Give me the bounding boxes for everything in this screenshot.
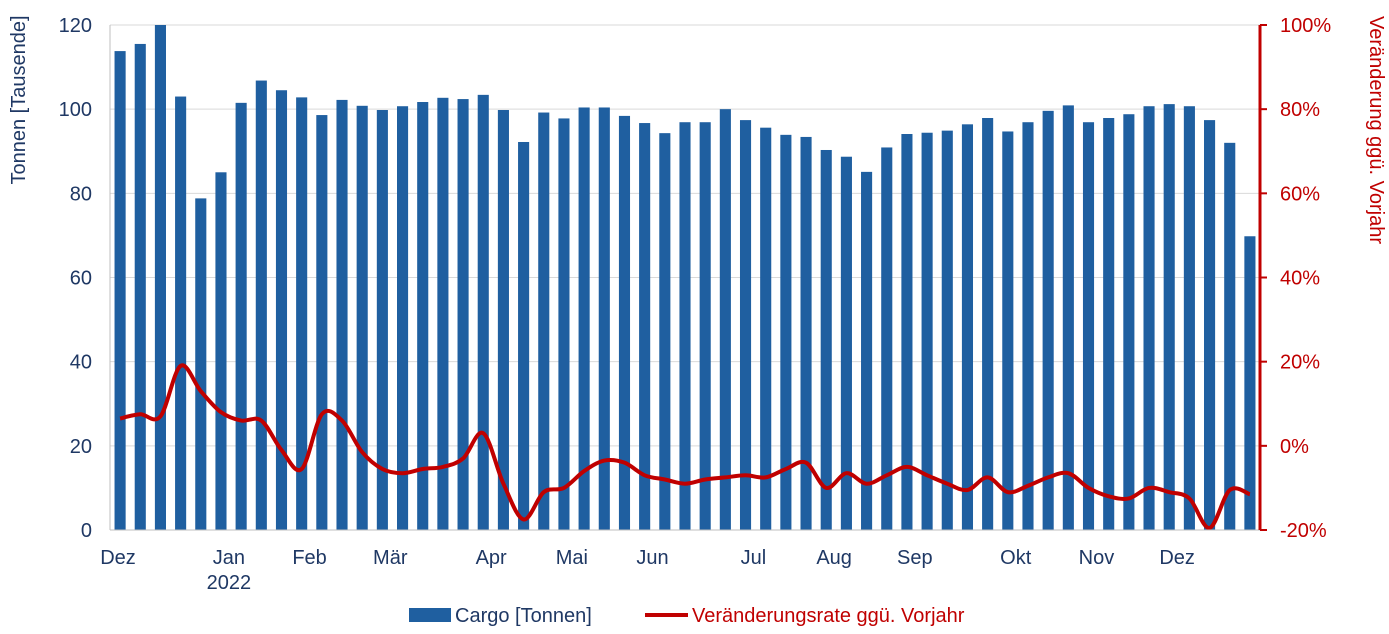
- x-tick-label: Jul: [741, 547, 767, 569]
- right-axis-ticks: -20% 0% 20% 40% 60% 80% 100%: [1260, 15, 1331, 542]
- cargo-bar: [235, 102, 247, 530]
- right-tick-label: 20%: [1280, 352, 1320, 374]
- legend-bar-swatch: [409, 608, 451, 622]
- legend-bar-label: Cargo [Tonnen]: [455, 605, 592, 627]
- cargo-bar: [800, 136, 812, 530]
- cargo-bar: [780, 134, 792, 530]
- left-tick-label: 80: [70, 183, 92, 205]
- cargo-bar: [598, 107, 610, 530]
- cargo-bar: [316, 115, 328, 530]
- cargo-bar: [1082, 122, 1095, 531]
- legend-line-label: Veränderungsrate ggü. Vorjahr: [692, 605, 965, 627]
- right-tick-label: 80%: [1280, 99, 1320, 121]
- right-tick-label: -20%: [1280, 520, 1327, 542]
- cargo-bar: [699, 122, 711, 531]
- cargo-bar: [175, 96, 187, 530]
- x-tick-label: Jun: [636, 547, 668, 569]
- left-tick-label: 20: [70, 436, 92, 458]
- cargo-bar: [114, 51, 126, 531]
- cargo-bar: [154, 25, 166, 530]
- cargo-bar: [195, 198, 207, 530]
- right-axis-title: Veränderung ggü. Vorjahr: [1365, 16, 1387, 244]
- x-tick-label: Okt: [1000, 547, 1032, 569]
- x-tick-label: Dez: [1159, 547, 1195, 569]
- cargo-bar: [1103, 118, 1115, 530]
- cargo-bar: [558, 118, 570, 531]
- cargo-bar: [1002, 131, 1014, 530]
- x-tick-label: 2022: [207, 572, 252, 594]
- cargo-bar: [901, 134, 913, 530]
- cargo-bar: [255, 80, 267, 531]
- cargo-bar: [639, 123, 651, 531]
- cargo-bar: [861, 171, 873, 530]
- cargo-bar: [1062, 105, 1074, 530]
- change-rate-line: [119, 363, 1251, 530]
- left-tick-label: 0: [81, 520, 92, 542]
- x-tick-label: Aug: [816, 547, 852, 569]
- right-tick-label: 40%: [1280, 268, 1320, 290]
- cargo-bar: [518, 141, 530, 531]
- cargo-bar: [134, 43, 146, 530]
- cargo-bar: [477, 94, 489, 531]
- cargo-bar: [1204, 120, 1216, 531]
- cargo-bar: [1042, 110, 1054, 530]
- cargo-bar: [921, 132, 933, 531]
- cargo-bar: [941, 130, 953, 530]
- cargo-bar: [739, 120, 752, 531]
- cargo-bar: [538, 112, 550, 530]
- cargo-bar: [296, 97, 308, 530]
- cargo-bar: [679, 122, 691, 531]
- cargo-bar: [1022, 122, 1034, 531]
- cargo-bar: [1123, 114, 1135, 530]
- cargo-bar: [881, 147, 893, 530]
- cargo-bar: [437, 97, 449, 531]
- left-axis-ticks: 0 20 40 60 80 100 120: [59, 15, 92, 542]
- cargo-bar: [719, 109, 731, 531]
- right-tick-label: 0%: [1280, 436, 1309, 458]
- x-tick-label: Feb: [292, 547, 326, 569]
- cargo-bar: [618, 115, 631, 531]
- left-tick-label: 40: [70, 352, 92, 374]
- cargo-bar: [457, 99, 469, 530]
- left-tick-label: 120: [59, 15, 92, 37]
- x-tick-label: Sep: [897, 547, 933, 569]
- change-rate-line-layer: [119, 363, 1251, 530]
- cargo-bar: [840, 156, 852, 530]
- right-tick-label: 100%: [1280, 15, 1331, 37]
- cargo-bar: [376, 110, 388, 530]
- cargo-bar: [760, 127, 772, 531]
- cargo-bar: [820, 149, 832, 531]
- x-tick-label: Dez: [100, 547, 136, 569]
- cargo-bar: [659, 133, 671, 530]
- left-tick-label: 60: [70, 268, 92, 290]
- x-tick-label: Jan: [213, 547, 245, 569]
- cargo-bar: [578, 107, 590, 530]
- cargo-bar: [1183, 106, 1195, 530]
- cargo-bar: [961, 124, 974, 530]
- cargo-bar: [1163, 104, 1175, 531]
- cargo-bar: [982, 118, 994, 530]
- cargo-bar: [1224, 142, 1236, 530]
- cargo-bar: [497, 110, 509, 530]
- left-tick-label: 100: [59, 99, 92, 121]
- x-tick-label: Nov: [1079, 547, 1115, 569]
- cargo-bar: [275, 90, 288, 530]
- cargo-bar: [336, 99, 348, 530]
- x-tick-label: Mär: [373, 547, 408, 569]
- x-tick-label: Apr: [476, 547, 507, 569]
- x-axis-ticks: Dez Jan 2022 Feb Mär Apr Mai Jun Jul Aug Sep Okt Nov…: [100, 547, 1195, 594]
- cargo-bar: [215, 172, 227, 531]
- legend: Cargo [Tonnen] Veränderungsrate ggü. Vor…: [409, 605, 965, 627]
- right-tick-label: 60%: [1280, 183, 1320, 205]
- left-axis-title: Tonnen [Tausende]: [8, 15, 30, 184]
- cargo-bars: [114, 25, 1256, 531]
- x-tick-label: Mai: [556, 547, 588, 569]
- cargo-bar: [417, 102, 429, 530]
- cargo-bar: [1143, 106, 1155, 530]
- cargo-bar: [1244, 236, 1256, 530]
- cargo-bar: [397, 106, 409, 530]
- cargo-bar: [356, 105, 368, 531]
